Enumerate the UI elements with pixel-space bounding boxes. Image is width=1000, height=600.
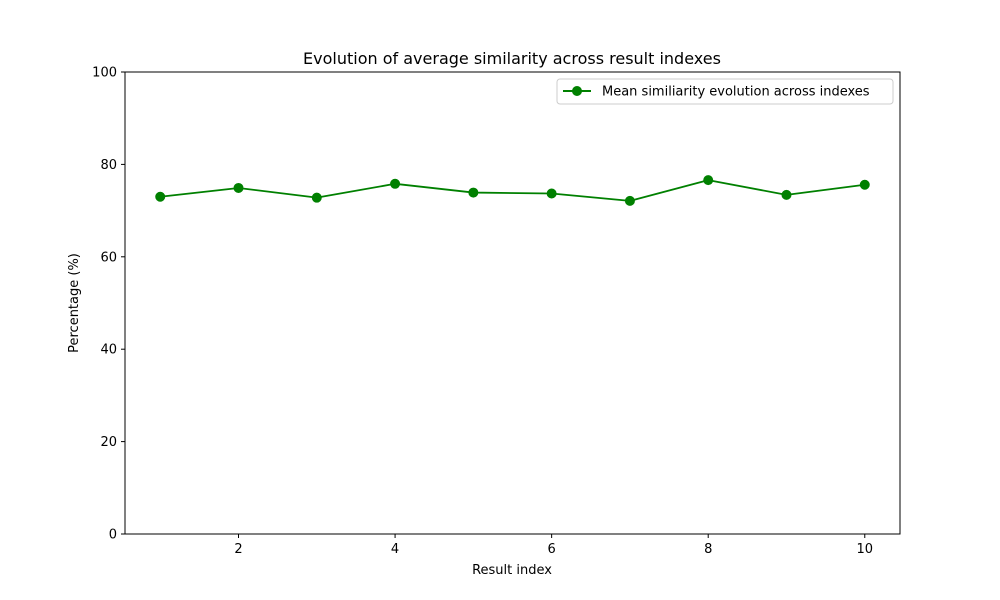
data-point bbox=[311, 192, 322, 203]
x-tick-label: 6 bbox=[548, 542, 556, 557]
y-tick-label: 0 bbox=[109, 528, 117, 543]
y-tick-label: 20 bbox=[100, 435, 117, 450]
data-point bbox=[233, 182, 244, 193]
data-point bbox=[390, 178, 401, 189]
data-point bbox=[781, 189, 792, 200]
x-tick-label: 10 bbox=[856, 542, 873, 557]
data-point bbox=[624, 195, 635, 206]
x-axis-label: Result index bbox=[472, 563, 552, 578]
y-tick-label: 60 bbox=[100, 250, 117, 265]
series-line bbox=[160, 179, 865, 202]
data-point bbox=[155, 191, 166, 202]
y-axis-label: Percentage (%) bbox=[67, 253, 82, 353]
y-tick-label: 100 bbox=[92, 66, 117, 81]
data-point bbox=[703, 175, 714, 186]
data-point bbox=[859, 179, 870, 190]
y-tick-label: 40 bbox=[100, 343, 117, 358]
x-tick-label: 4 bbox=[391, 542, 399, 557]
data-point bbox=[468, 187, 479, 198]
x-tick-label: 8 bbox=[704, 542, 712, 557]
y-tick-label: 80 bbox=[100, 158, 117, 173]
x-tick-label: 2 bbox=[234, 542, 242, 557]
legend-label: Mean similiarity evolution across indexe… bbox=[602, 85, 870, 100]
data-point bbox=[546, 188, 557, 199]
legend-marker-swatch bbox=[572, 86, 582, 96]
legend-box bbox=[556, 78, 894, 105]
plot-area-frame bbox=[124, 71, 901, 535]
chart-title: Evolution of average similarity across r… bbox=[303, 49, 721, 68]
series-layer bbox=[155, 175, 870, 206]
legend: Mean similiarity evolution across indexe… bbox=[556, 78, 894, 105]
